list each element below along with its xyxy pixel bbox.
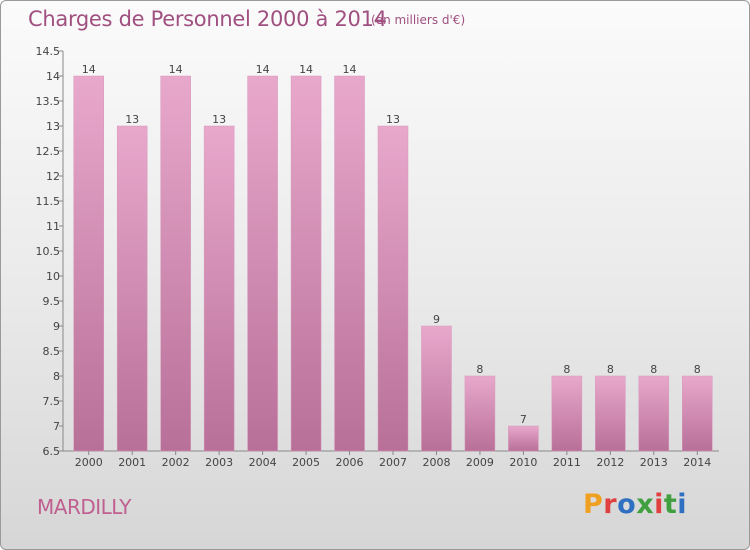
data-label: 8	[607, 363, 614, 376]
data-label: 14	[256, 63, 270, 76]
y-tick-label: 6.5	[43, 445, 61, 458]
y-tick-label: 8.5	[43, 345, 61, 358]
bar	[160, 75, 191, 452]
x-tick-label: 2012	[596, 456, 624, 469]
bar	[377, 125, 409, 452]
x-tick-label: 2014	[683, 456, 711, 469]
logo-letter: t	[663, 489, 678, 520]
bar	[290, 75, 322, 452]
bar	[464, 375, 496, 452]
bar	[551, 375, 583, 452]
commune-name: MARDILLY	[37, 495, 131, 519]
chart-title: Charges de Personnel 2000 à 2014	[28, 7, 387, 31]
proxiti-logo: Proxiti	[583, 489, 687, 520]
logo-letter: r	[603, 489, 618, 520]
bar	[682, 375, 713, 452]
y-tick-label: 7	[53, 420, 60, 433]
data-label: 8	[563, 363, 570, 376]
logo-letter: i	[654, 489, 664, 520]
x-tick-label: 2003	[205, 456, 233, 469]
logo-letter: P	[583, 489, 604, 520]
bar	[334, 75, 365, 452]
bar	[203, 125, 235, 452]
y-tick-label: 7.5	[43, 395, 61, 408]
x-tick-label: 2004	[249, 456, 277, 469]
y-tick-label: 9.5	[43, 295, 61, 308]
x-tick-label: 2010	[509, 456, 537, 469]
y-tick-label: 10	[46, 270, 60, 283]
data-label: 7	[520, 413, 527, 426]
data-label: 8	[694, 363, 701, 376]
bar	[508, 425, 539, 452]
y-tick-label: 13.5	[36, 95, 61, 108]
data-label: 14	[169, 63, 183, 76]
x-tick-label: 2006	[336, 456, 364, 469]
y-tick-label: 14.5	[36, 45, 61, 58]
y-tick-label: 13	[46, 120, 60, 133]
y-tick-label: 14	[46, 70, 60, 83]
x-tick-label: 2001	[118, 456, 146, 469]
y-tick-label: 11.5	[36, 195, 61, 208]
y-tick-label: 9	[53, 320, 60, 333]
bar	[247, 75, 278, 452]
data-label: 13	[125, 113, 139, 126]
x-tick-label: 2005	[292, 456, 320, 469]
x-tick-label: 2009	[466, 456, 494, 469]
x-tick-label: 2007	[379, 456, 407, 469]
data-label: 8	[650, 363, 657, 376]
y-tick-label: 12.5	[36, 145, 61, 158]
data-label: 13	[386, 113, 400, 126]
data-label: 14	[82, 63, 96, 76]
x-tick-label: 2013	[640, 456, 668, 469]
x-tick-label: 2002	[162, 456, 190, 469]
bar	[421, 325, 452, 452]
logo-letter: i	[677, 489, 688, 520]
x-tick-label: 2008	[422, 456, 450, 469]
y-tick-label: 11	[46, 220, 60, 233]
bar	[73, 75, 104, 452]
data-label: 8	[476, 363, 483, 376]
data-label: 14	[299, 63, 313, 76]
data-label: 14	[343, 63, 357, 76]
chart-subtitle: (en milliers d'€)	[371, 13, 466, 27]
y-tick-label: 12	[46, 170, 60, 183]
data-label: 13	[212, 113, 226, 126]
bar	[638, 375, 670, 452]
logo-letter: o	[617, 489, 637, 520]
x-tick-label: 2011	[553, 456, 581, 469]
y-tick-label: 8	[53, 370, 60, 383]
x-tick-label: 2000	[75, 456, 103, 469]
bar	[116, 125, 148, 452]
data-label: 9	[433, 313, 440, 326]
bar	[595, 375, 626, 452]
y-tick-label: 10.5	[36, 245, 61, 258]
logo-letter: x	[636, 489, 655, 520]
